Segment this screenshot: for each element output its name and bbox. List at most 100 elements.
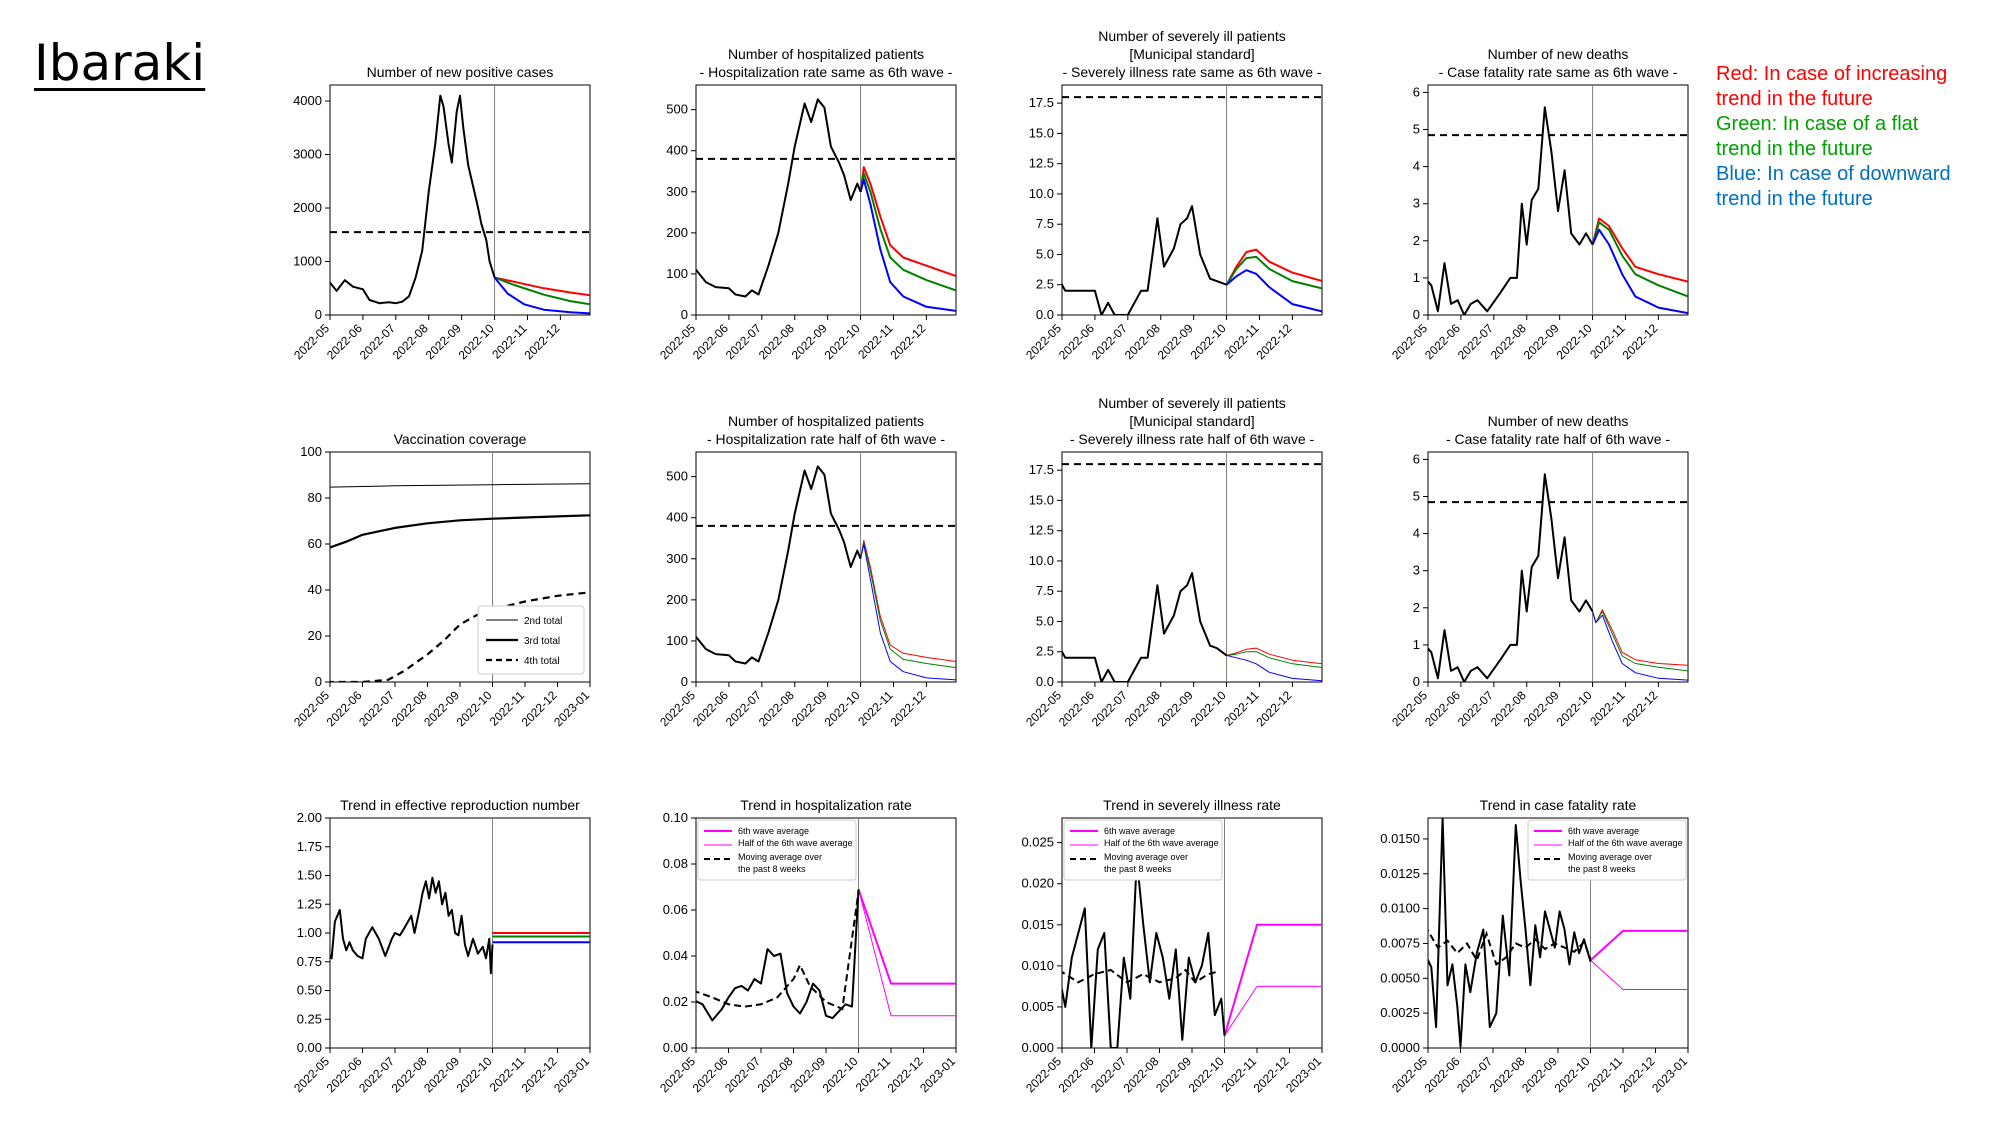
y-tick-label: 2.5 (1036, 277, 1054, 292)
y-tick-label: 0.00 (297, 1040, 322, 1055)
x-tick-label: 2023-01 (551, 688, 592, 729)
plot-area (330, 818, 590, 1048)
legend-box (477, 605, 585, 675)
y-tick-label: 100 (666, 633, 688, 648)
plot-frame (1427, 84, 1689, 316)
forecast-decrease-line (860, 543, 956, 681)
legend-label: 6th wave average (1568, 826, 1639, 836)
actual-values-line (696, 465, 862, 665)
y-tick-label: 500 (666, 469, 688, 484)
plot-frame (695, 451, 957, 683)
x-tick-label: 2022-06 (690, 688, 731, 729)
y-tick-label: 0 (315, 307, 322, 322)
forecast-increase-line (494, 276, 590, 297)
legend-label: the past 8 weeks (1568, 864, 1636, 874)
x-tick-label: 2022-10 (454, 1054, 495, 1095)
y-tick-label: 60 (308, 536, 322, 551)
y-tick-label: 1.00 (297, 925, 322, 940)
sixth-wave-average-line (1223, 923, 1322, 1036)
y-tick-label: 0.10 (663, 810, 688, 825)
forecast-decrease-line (1226, 654, 1322, 682)
note-line-green-2: trend in the future (1716, 138, 1873, 160)
chart-4: Number of new deaths - Case fatality rate… (1389, 46, 1689, 362)
y-tick-label: 0.000 (1021, 1040, 1054, 1055)
y-tick-label: 500 (666, 102, 688, 117)
y-tick-label: 5.0 (1036, 613, 1054, 628)
chart-title-line: Trend in effective reproduction number (340, 797, 580, 813)
chart-8: Number of new deaths - Case fatality rate… (1389, 413, 1689, 729)
chart-11: Trend in severely illness rate 0.000 0.005… (1021, 797, 1324, 1095)
chart-title-line: - Severely illness rate same as 6th wave… (1062, 64, 1321, 80)
x-tick-label: 2022-12 (1619, 688, 1660, 729)
chart-title-line: Trend in severely illness rate (1103, 797, 1281, 813)
forecast-increase-line (859, 166, 956, 277)
x-tick-label: 2022-06 (1422, 688, 1463, 729)
x-tick-label: 2022-08 (390, 321, 431, 362)
y-tick-label: 0.75 (297, 954, 322, 969)
x-tick-label: 2022-09 (789, 688, 830, 729)
x-tick-label: 2022-12 (1253, 321, 1294, 362)
x-tick-label: 2022-10 (822, 321, 863, 362)
forecast-flat-line (494, 276, 590, 306)
chart-title-line: Number of hospitalized patients (728, 413, 924, 429)
y-tick-label: 100 (666, 266, 688, 281)
y-tick-label: 0.02 (663, 994, 688, 1009)
actual-values-line (330, 876, 494, 975)
vaccination-2nd-total-line (330, 483, 590, 488)
y-tick-label: 0.0125 (1380, 866, 1420, 881)
y-tick-label: 0.0000 (1380, 1040, 1420, 1055)
legend-box (697, 819, 857, 881)
chart-title-line: Number of new deaths (1488, 413, 1629, 429)
y-tick-label: 0.0100 (1380, 901, 1420, 916)
x-tick-label: 2022-09 (1521, 321, 1562, 362)
chart-title-line: Trend in hospitalization rate (740, 797, 912, 813)
y-tick-label: 0.020 (1021, 876, 1054, 891)
actual-values-line (1428, 473, 1594, 682)
y-tick-label: 0 (681, 307, 688, 322)
y-tick-label: 4000 (293, 93, 322, 108)
y-tick-label: 0 (1413, 307, 1420, 322)
y-tick-label: 4 (1413, 159, 1420, 174)
y-tick-label: 0.0150 (1380, 831, 1420, 846)
plot-area (1428, 452, 1688, 682)
forecast-increase-line (1226, 647, 1322, 665)
x-tick-label: 2022-05 (1023, 321, 1064, 362)
y-tick-label: 1.25 (297, 896, 322, 911)
legend-label: Moving average over (1104, 852, 1188, 862)
chart-7: Number of severely ill patients [Municipa… (1023, 395, 1323, 729)
actual-values-line (696, 98, 862, 298)
y-tick-label: 40 (308, 582, 322, 597)
y-tick-label: 300 (666, 551, 688, 566)
forecast-increase-line (1225, 248, 1322, 286)
moving-average-line (1062, 968, 1219, 984)
y-tick-label: 1 (1413, 637, 1420, 652)
chart-title-line: Number of severely ill patients (1098, 28, 1286, 44)
forecast-flat-line (1591, 221, 1688, 298)
actual-values-line (1428, 106, 1594, 315)
y-tick-label: 0 (681, 674, 688, 689)
chart-6: Number of hospitalized patients - Hospita… (657, 413, 957, 729)
vaccination-3rd-total-line (330, 514, 590, 549)
x-tick-label: 2022-07 (723, 321, 764, 362)
x-tick-label: 2022-07 (357, 321, 398, 362)
x-tick-label: 2022-09 (1155, 321, 1196, 362)
chart-1: Number of new positive cases 0 1000 2000 300… (291, 64, 591, 362)
plot-area (1062, 818, 1322, 1048)
legend-label: Moving average over (738, 852, 822, 862)
legend-label: Half of the 6th wave average (738, 838, 853, 848)
note-line-blue-1: Blue: In case of downward (1716, 163, 1951, 185)
x-tick-label: 2022-06 (690, 321, 731, 362)
forecast-flat-line (1226, 651, 1322, 668)
y-tick-label: 0.0 (1036, 307, 1054, 322)
x-tick-label: 2022-06 (1056, 688, 1097, 729)
legend-label: 4th total (524, 656, 560, 667)
legend-label: 2nd total (524, 616, 562, 627)
y-tick-label: 0.015 (1021, 917, 1054, 932)
x-tick-label: 2022-08 (1122, 321, 1163, 362)
x-tick-label: 2022-12 (887, 688, 928, 729)
chart-3: Number of severely ill patients [Municipa… (1023, 28, 1323, 362)
y-tick-label: 0.0025 (1380, 1005, 1420, 1020)
chart-title-line: - Hospitalization rate same as 6th wave … (700, 64, 953, 80)
y-tick-label: 0.00 (663, 1040, 688, 1055)
x-tick-label: 2022-12 (521, 321, 562, 362)
